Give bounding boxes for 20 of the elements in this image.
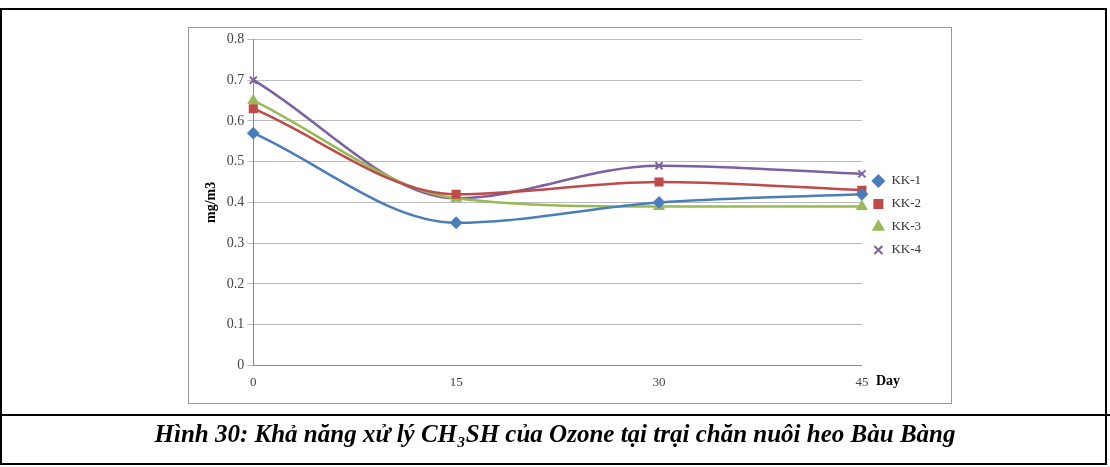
x-tick-label: 30 (652, 373, 666, 389)
y-tick-label: 0.5 (226, 153, 245, 169)
x-axis-title: Day (875, 372, 901, 388)
x-tick-label: 45 (855, 373, 869, 389)
legend-label: KK-4 (891, 241, 922, 257)
y-tick-label: 0.3 (226, 234, 245, 250)
y-tick-label: 0 (237, 357, 245, 373)
x-tick-label: 0 (250, 373, 257, 389)
y-tick-label: 0.8 (226, 31, 245, 47)
legend-label: KK-2 (891, 195, 921, 211)
y-tick-label: 0.6 (226, 112, 245, 128)
y-tick-label: 0.1 (226, 316, 245, 332)
legend-label: KK-1 (891, 172, 921, 188)
text: Hình 30: Khả năng xử lý CH₃SH của Ozone tại trại chăn nuôi heo Bàu Bàng (153, 420, 957, 448)
legend-label: KK-3 (891, 218, 921, 234)
x-tick-label: 15 (449, 373, 463, 389)
y-axis-title: mg/m3 (203, 181, 219, 224)
y-tick-label: 0.4 (226, 194, 245, 210)
y-tick-label: 0.7 (226, 71, 245, 87)
y-tick-label: 0.2 (226, 275, 245, 291)
